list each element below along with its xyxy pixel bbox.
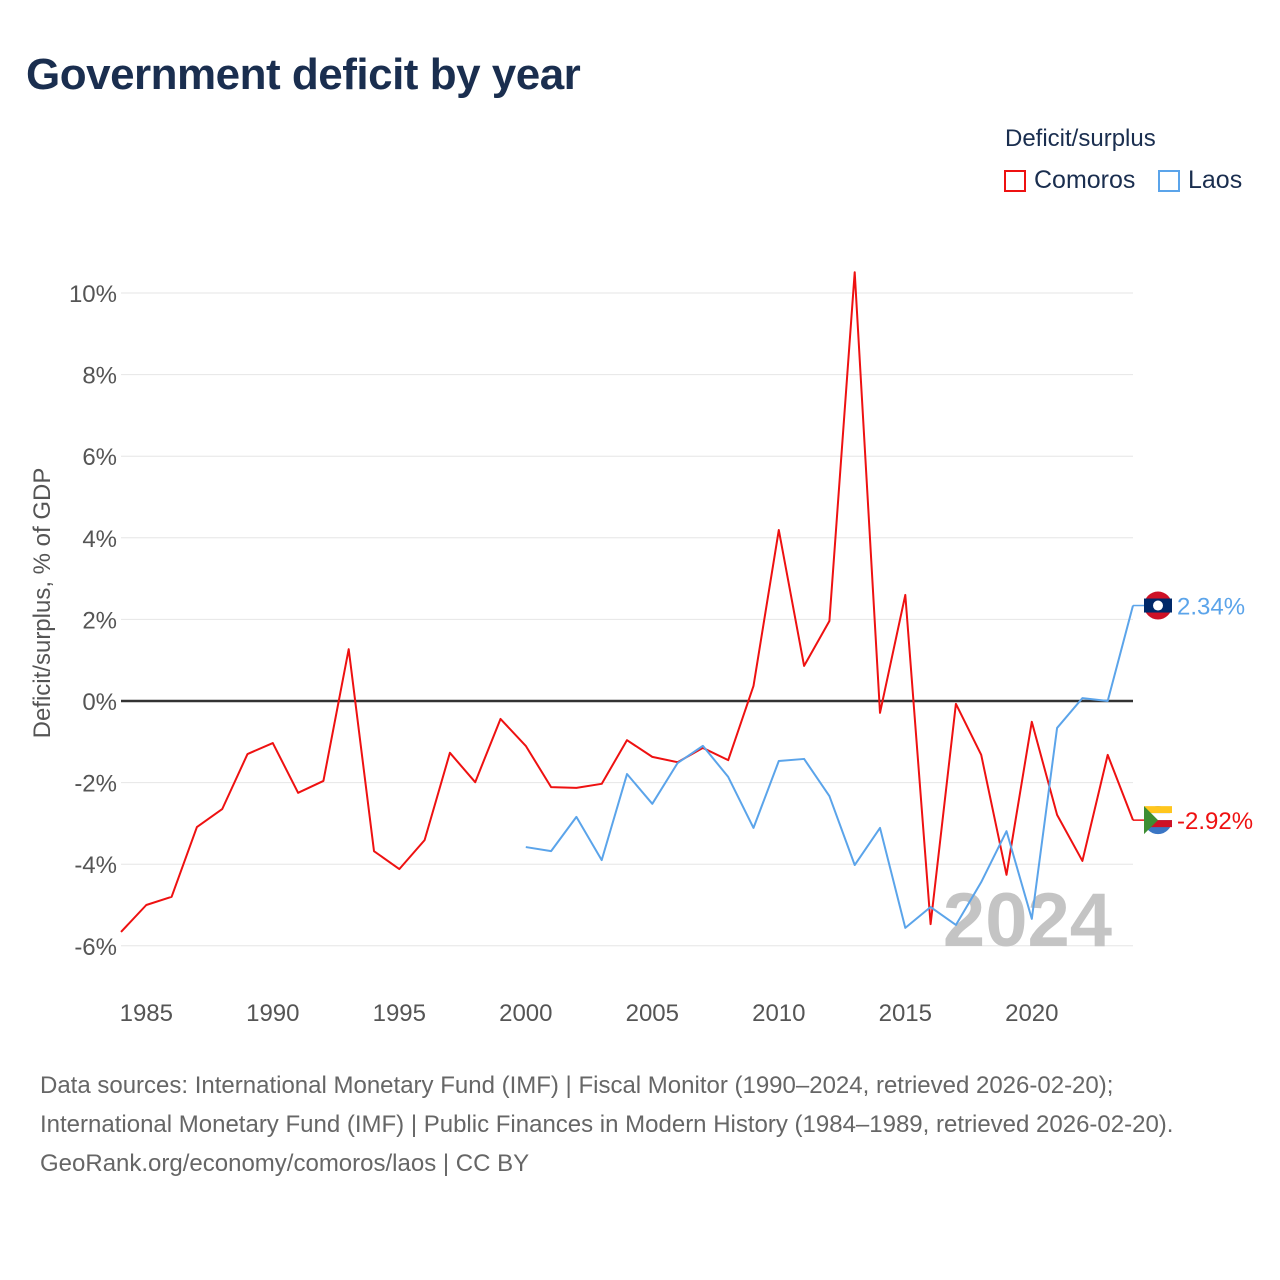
legend-label-laos: Laos: [1188, 166, 1243, 194]
x-tick-label: 2010: [752, 1000, 805, 1027]
y-tick-label: 6%: [82, 444, 117, 471]
y-tick-label: -6%: [74, 934, 117, 961]
y-tick-label: 8%: [82, 363, 117, 390]
y-tick-label: 10%: [69, 281, 117, 308]
series-line-laos[interactable]: [525, 605, 1134, 929]
y-tick-label: 4%: [82, 526, 117, 553]
legend-title: Deficit/surplus: [1005, 125, 1156, 152]
laos-flag-icon: [1144, 591, 1172, 620]
y-tick-label: -4%: [74, 852, 117, 879]
end-label-comoros: -2.92%: [1177, 808, 1253, 835]
y-axis-label: Deficit/surplus, % of GDP: [29, 468, 56, 739]
data-sources: Data sources: International Monetary Fun…: [40, 1072, 1174, 1138]
y-tick-label: 0%: [82, 689, 117, 716]
x-tick-label: 2020: [1005, 1000, 1058, 1027]
comoros-flag-icon: [1144, 806, 1172, 835]
legend-swatch-comoros: [1004, 169, 1026, 192]
x-tick-label: 2000: [499, 1000, 552, 1027]
legend-swatch-laos: [1158, 169, 1180, 192]
end-label-laos: 2.34%: [1177, 594, 1245, 621]
x-tick-label: 2015: [879, 1000, 932, 1027]
x-tick-label: 1990: [246, 1000, 299, 1027]
legend-item-laos[interactable]: Laos: [1158, 166, 1242, 195]
credit-link[interactable]: GeoRank.org/economy/comoros/laos | CC BY: [40, 1150, 530, 1177]
x-tick-label: 1985: [120, 1000, 173, 1027]
legend-label-comoros: Comoros: [1034, 166, 1136, 194]
y-tick-label: 2%: [82, 607, 117, 634]
chart-title: Government deficit by year: [26, 50, 581, 99]
x-tick-label: 2005: [626, 1000, 679, 1027]
x-tick-label: 1995: [373, 1000, 426, 1027]
series-line-comoros[interactable]: [120, 271, 1134, 933]
watermark-year: 2024: [943, 878, 1112, 963]
footer: Data sources: International Monetary Fun…: [40, 1066, 1240, 1183]
y-tick-label: -2%: [74, 771, 117, 798]
legend-item-comoros[interactable]: Comoros: [1004, 166, 1135, 195]
